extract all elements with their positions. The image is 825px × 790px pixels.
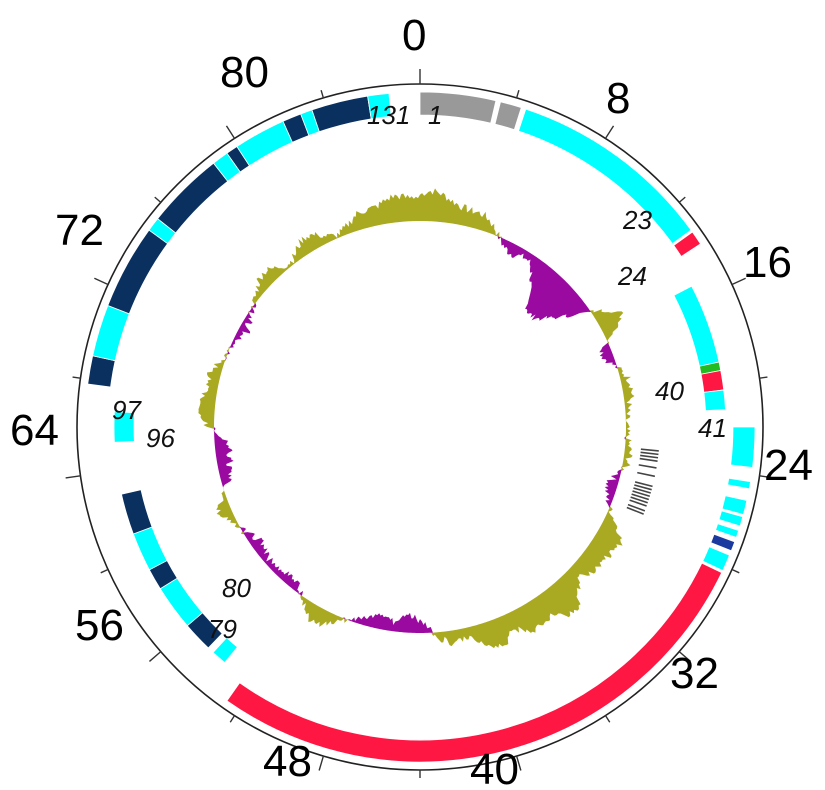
position-label-64: 64 xyxy=(10,406,59,455)
ruler-tick-24 xyxy=(759,475,775,479)
inner-tick-0 xyxy=(640,448,659,452)
inner-tick-9 xyxy=(632,490,651,498)
middle-track-block-6 xyxy=(159,577,204,627)
outer-track-block-1 xyxy=(494,101,522,131)
middle-track-block-8 xyxy=(132,526,168,571)
ruler-circle xyxy=(76,83,764,771)
gene-label-80: 80 xyxy=(222,573,251,603)
position-ruler xyxy=(65,69,775,778)
ruler-tick-48 xyxy=(318,755,325,771)
third-track-block-6 xyxy=(702,546,731,572)
inner-tick-10 xyxy=(631,493,650,501)
inner-tick-3 xyxy=(639,457,658,462)
inner-tick-13 xyxy=(627,503,646,512)
ruler-tick-64 xyxy=(65,475,81,479)
ruler-tick-76 xyxy=(154,196,162,203)
inner-tick-7 xyxy=(634,484,652,491)
inner-tick-2 xyxy=(640,454,659,459)
ruler-tick-28 xyxy=(731,568,740,574)
inner-tick-1 xyxy=(640,451,659,456)
ruler-tick-4 xyxy=(515,90,520,99)
position-label-48: 48 xyxy=(263,737,312,786)
outer-track-block-5 xyxy=(92,304,130,362)
outer-track-block-4 xyxy=(87,355,116,388)
outer-track-block-14 xyxy=(311,95,372,133)
middle-gene-track xyxy=(113,285,726,664)
gene-label-23: 23 xyxy=(622,205,652,235)
outer-track-block-8 xyxy=(157,162,229,234)
ruler-tick-16 xyxy=(731,277,746,286)
middle-track-block-9 xyxy=(120,489,153,535)
middle-track-block-3 xyxy=(703,389,726,412)
inner-tick-12 xyxy=(629,499,647,507)
gene-label-97: 97 xyxy=(112,395,142,425)
third-track-block-1 xyxy=(727,477,751,490)
ruler-tick-68 xyxy=(72,376,81,379)
outer-track-block-0 xyxy=(419,91,497,124)
third-track-block-3 xyxy=(718,510,744,527)
ruler-tick-8 xyxy=(604,125,615,139)
ruler-tick-72 xyxy=(94,277,109,286)
gene-label-24: 24 xyxy=(617,261,647,291)
gene-label-41: 41 xyxy=(698,413,727,443)
gene-label-131: 131 xyxy=(367,100,410,130)
inner-tick-14 xyxy=(626,506,644,515)
ruler-tick-40 xyxy=(515,755,522,771)
outer-track-block-11 xyxy=(236,120,293,167)
ruler-tick-80 xyxy=(225,125,236,139)
gc-skew-negative xyxy=(214,221,626,633)
third-gene-track xyxy=(226,426,756,763)
position-label-80: 80 xyxy=(220,48,269,97)
ruler-tick-20 xyxy=(759,376,768,379)
middle-track-block-10 xyxy=(113,411,135,443)
position-label-0: 0 xyxy=(402,11,426,60)
gene-label-40: 40 xyxy=(655,376,684,406)
position-label-56: 56 xyxy=(75,601,124,650)
ruler-tick-36 xyxy=(604,715,611,723)
inner-tick-4 xyxy=(638,464,657,469)
outer-track-block-15 xyxy=(367,93,392,120)
position-label-24: 24 xyxy=(764,441,813,490)
gene-label-79: 79 xyxy=(208,614,237,644)
position-label-8: 8 xyxy=(606,74,630,123)
third-track-block-2 xyxy=(721,495,748,515)
gc-skew-track xyxy=(198,188,635,649)
position-label-40: 40 xyxy=(470,745,519,790)
position-label-72: 72 xyxy=(55,206,104,255)
inner-tick-6 xyxy=(634,481,653,488)
inner-marker-ticks xyxy=(626,448,659,515)
ruler-tick-84 xyxy=(320,90,325,99)
gc-skew-positive xyxy=(198,188,635,649)
gene-label-1: 1 xyxy=(428,100,442,130)
inner-tick-8 xyxy=(633,487,651,494)
ruler-tick-60 xyxy=(100,568,109,574)
third-track-block-4 xyxy=(715,523,740,538)
ruler-tick-12 xyxy=(678,196,686,203)
third-track-block-0 xyxy=(730,426,756,469)
middle-track-block-2 xyxy=(700,370,725,393)
position-label-32: 32 xyxy=(670,649,719,698)
ruler-tick-52 xyxy=(229,715,236,723)
outer-track-block-2 xyxy=(518,108,692,245)
outer-track-block-6 xyxy=(107,229,169,315)
ruler-tick-32 xyxy=(678,651,692,662)
inner-tick-5 xyxy=(637,471,656,478)
gene-label-96: 96 xyxy=(146,423,175,453)
position-label-16: 16 xyxy=(743,238,792,287)
middle-track-block-0 xyxy=(673,285,720,367)
third-track-block-5 xyxy=(710,533,736,552)
middle-track-block-4 xyxy=(212,637,238,664)
outer-track-block-3 xyxy=(673,231,702,258)
outer-gene-track xyxy=(87,91,702,388)
ruler-tick-56 xyxy=(148,651,162,662)
third-track-block-7 xyxy=(226,562,723,763)
inner-tick-11 xyxy=(630,496,648,504)
